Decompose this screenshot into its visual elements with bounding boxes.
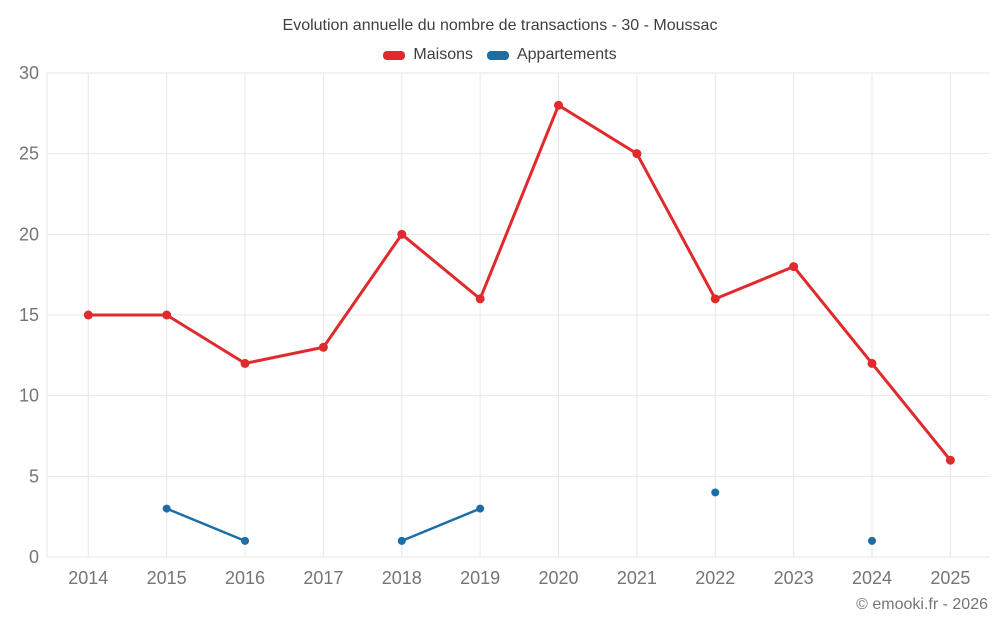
- data-point-maisons-2015[interactable]: [162, 310, 172, 320]
- data-point-maisons-2019[interactable]: [475, 294, 485, 304]
- data-point-appartements-2022[interactable]: [711, 488, 720, 497]
- data-point-maisons-2018[interactable]: [397, 229, 407, 239]
- data-point-maisons-2014[interactable]: [83, 310, 93, 320]
- y-tick-label: 15: [19, 305, 39, 325]
- data-point-appartements-2015[interactable]: [162, 504, 171, 513]
- x-tick-label: 2018: [382, 568, 422, 588]
- y-tick-label: 20: [19, 224, 39, 244]
- legend-swatch-appartements: [486, 50, 509, 60]
- data-point-maisons-2022[interactable]: [710, 294, 720, 304]
- series-line-maisons: [86, 103, 952, 462]
- chart-legend: Maisons Appartements: [0, 46, 1000, 64]
- y-tick-label: 5: [29, 466, 39, 486]
- series-line-appartements: [400, 507, 482, 543]
- x-tick-label: 2020: [538, 568, 578, 588]
- data-point-appartements-2024[interactable]: [868, 536, 876, 545]
- x-tick-label: 2023: [774, 568, 814, 588]
- x-tick-label: 2014: [68, 568, 108, 588]
- x-tick-label: 2019: [460, 568, 500, 588]
- legend-label-appartements: Appartements: [516, 46, 617, 63]
- series-line-appartements: [165, 507, 247, 543]
- copyright-text: © emooki.fr - 2026: [856, 596, 988, 613]
- x-tick-label: 2015: [147, 568, 187, 588]
- legend-item-appartements[interactable]: Appartements: [486, 46, 617, 64]
- x-tick-label: 2025: [930, 568, 970, 588]
- y-tick-label: 10: [19, 386, 39, 406]
- data-point-maisons-2021[interactable]: [632, 149, 642, 159]
- legend-swatch-maisons: [383, 50, 406, 60]
- x-tick-label: 2016: [225, 568, 265, 588]
- data-point-appartements-2016[interactable]: [241, 536, 250, 545]
- legend-label-maisons: Maisons: [413, 46, 473, 63]
- chart-title: Evolution annuelle du nombre de transact…: [282, 17, 718, 34]
- x-tick-label: 2022: [695, 568, 735, 588]
- y-tick-label: 0: [29, 547, 39, 567]
- y-tick-label: 30: [19, 63, 39, 83]
- x-tick-label: 2024: [852, 568, 892, 588]
- data-point-maisons-2016[interactable]: [240, 358, 250, 368]
- data-point-maisons-2024[interactable]: [867, 358, 877, 368]
- x-tick-label: 2017: [303, 568, 343, 588]
- data-point-appartements-2018[interactable]: [397, 536, 406, 545]
- x-tick-label: 2021: [617, 568, 657, 588]
- data-point-maisons-2023[interactable]: [789, 262, 799, 272]
- legend-item-maisons[interactable]: Maisons: [383, 46, 473, 64]
- data-point-appartements-2019[interactable]: [476, 504, 485, 513]
- y-tick-label: 25: [19, 144, 39, 164]
- data-point-maisons-2020[interactable]: [554, 100, 564, 110]
- data-point-maisons-2017[interactable]: [318, 342, 328, 352]
- data-point-maisons-2025[interactable]: [945, 455, 955, 465]
